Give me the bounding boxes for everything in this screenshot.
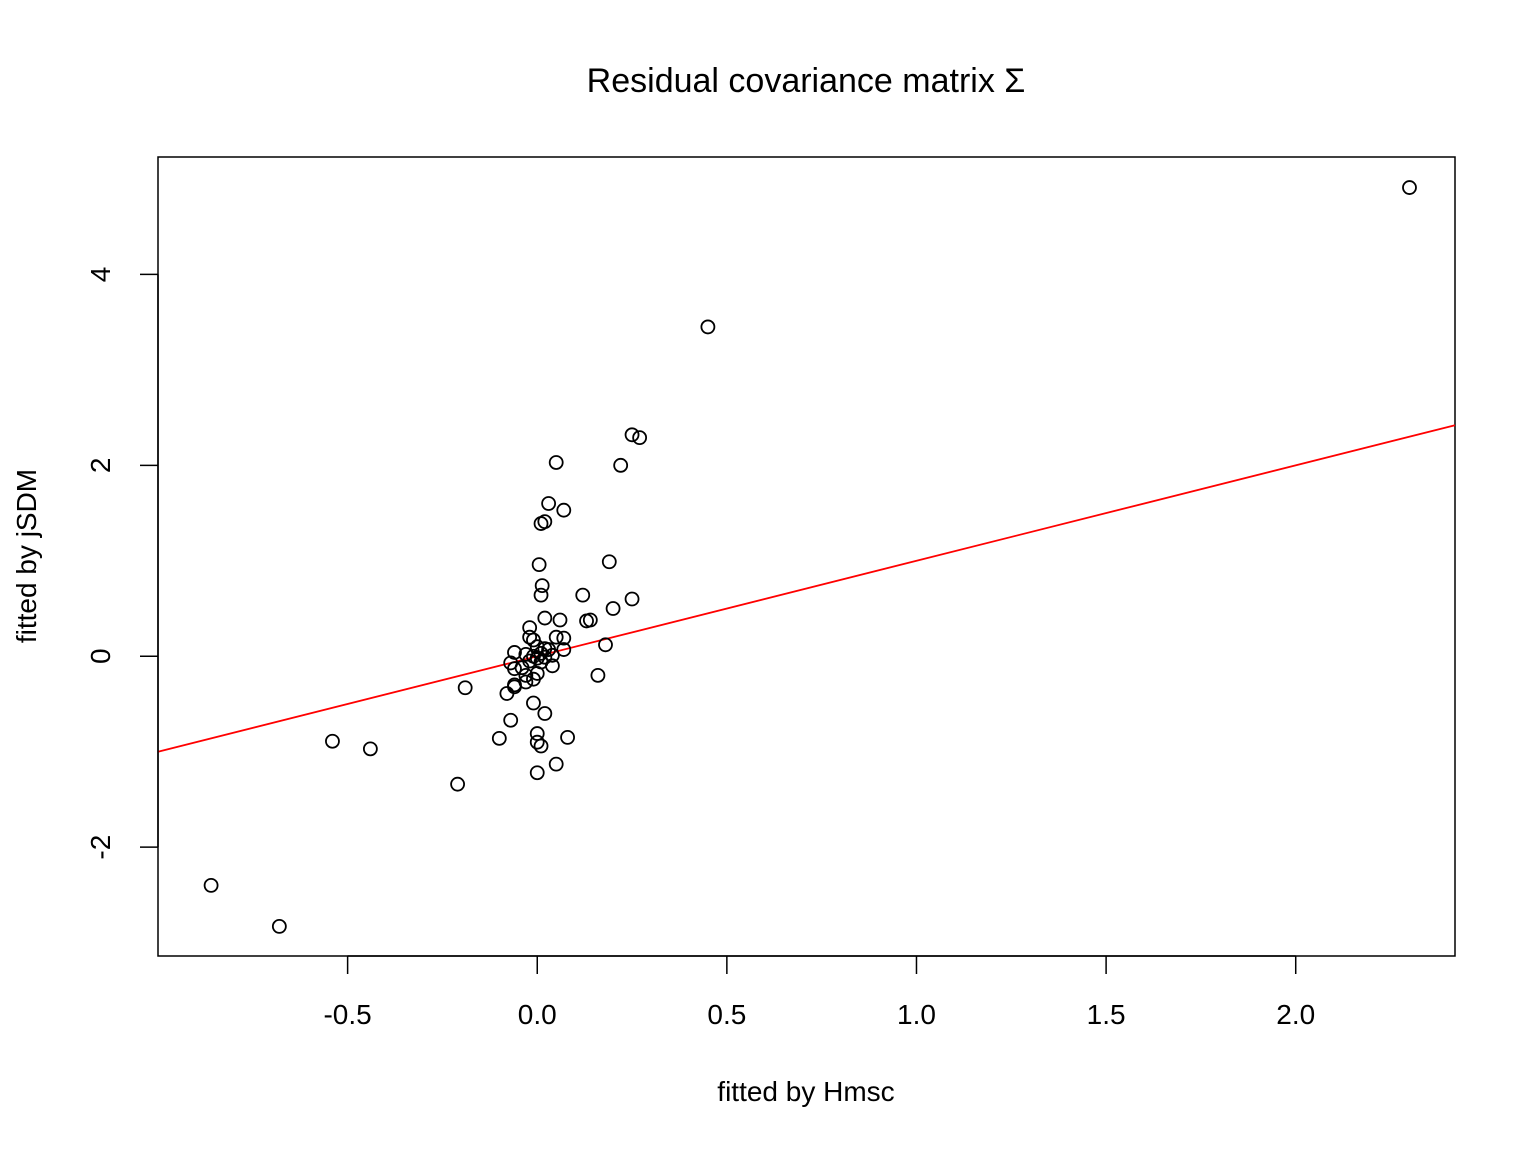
data-point (529, 734, 545, 750)
data-point (507, 661, 522, 677)
data-point (533, 738, 549, 754)
data-point (541, 496, 557, 511)
data-point (590, 667, 606, 683)
x-axis: -0.5 0.0 0.5 1.0 1.5 2.0 (323, 955, 1315, 1030)
data-point (537, 706, 553, 721)
data-point (582, 612, 598, 628)
data-point (548, 756, 564, 772)
data-point (533, 645, 549, 661)
data-point (450, 776, 465, 792)
y-tick-label: 4 (85, 267, 116, 283)
data-point (548, 455, 564, 470)
data-point (518, 667, 534, 683)
x-tick-label: -0.5 (323, 999, 371, 1030)
data-point (560, 729, 575, 745)
data-point (601, 554, 617, 570)
y-tick-label: -2 (85, 835, 116, 860)
data-point (531, 557, 547, 573)
data-point (537, 514, 553, 530)
data-point (556, 502, 572, 518)
x-tick-label: 1.5 (1087, 999, 1126, 1030)
data-point (325, 733, 340, 749)
y-tick-label: 2 (85, 458, 116, 474)
points-layer (203, 180, 1417, 934)
data-point (700, 319, 716, 335)
data-point (271, 919, 287, 934)
data-point (624, 591, 640, 607)
chart-title: Residual covariance matrix Σ (587, 62, 1026, 100)
data-point (499, 686, 515, 701)
data-point (632, 430, 648, 446)
data-point (556, 642, 572, 657)
x-axis-label: fitted by Hmsc (717, 1076, 894, 1107)
data-point (526, 671, 541, 687)
fit-line-layer (157, 424, 1456, 753)
data-point (605, 601, 621, 616)
data-point (1402, 180, 1417, 195)
data-point (537, 610, 553, 626)
data-point (534, 578, 550, 594)
x-tick-label: 1.0 (897, 999, 936, 1030)
data-point (491, 730, 507, 746)
x-tick-label: 2.0 (1276, 999, 1315, 1030)
data-point (533, 587, 549, 603)
data-point (556, 630, 572, 646)
data-point (503, 712, 519, 728)
x-tick-label: 0.5 (707, 999, 746, 1030)
data-point (624, 427, 640, 443)
data-point (526, 695, 541, 711)
data-point (507, 645, 522, 660)
data-point (203, 877, 219, 893)
data-point (514, 660, 530, 676)
y-tick-label: 0 (85, 648, 116, 664)
data-point (548, 629, 564, 645)
y-axis: -2 0 2 4 (85, 267, 159, 860)
x-tick-label: 0.0 (518, 999, 557, 1030)
data-point (522, 629, 538, 645)
data-point (529, 765, 545, 781)
data-point (457, 680, 473, 696)
data-point (537, 649, 553, 665)
data-point (545, 658, 560, 674)
data-point (613, 457, 629, 473)
data-point (575, 587, 591, 603)
data-point (529, 650, 545, 666)
data-point (545, 647, 560, 663)
fit-line (157, 424, 1456, 753)
data-point (362, 741, 378, 757)
data-point (598, 637, 613, 653)
data-point (552, 612, 568, 628)
y-axis-label: fitted by jSDM (11, 469, 42, 643)
